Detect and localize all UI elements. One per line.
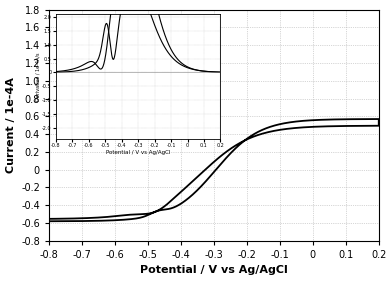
Y-axis label: Current / 1e-4A: Current / 1e-4A bbox=[5, 77, 16, 173]
X-axis label: Potential / V vs Ag/AgCl: Potential / V vs Ag/AgCl bbox=[140, 266, 288, 275]
